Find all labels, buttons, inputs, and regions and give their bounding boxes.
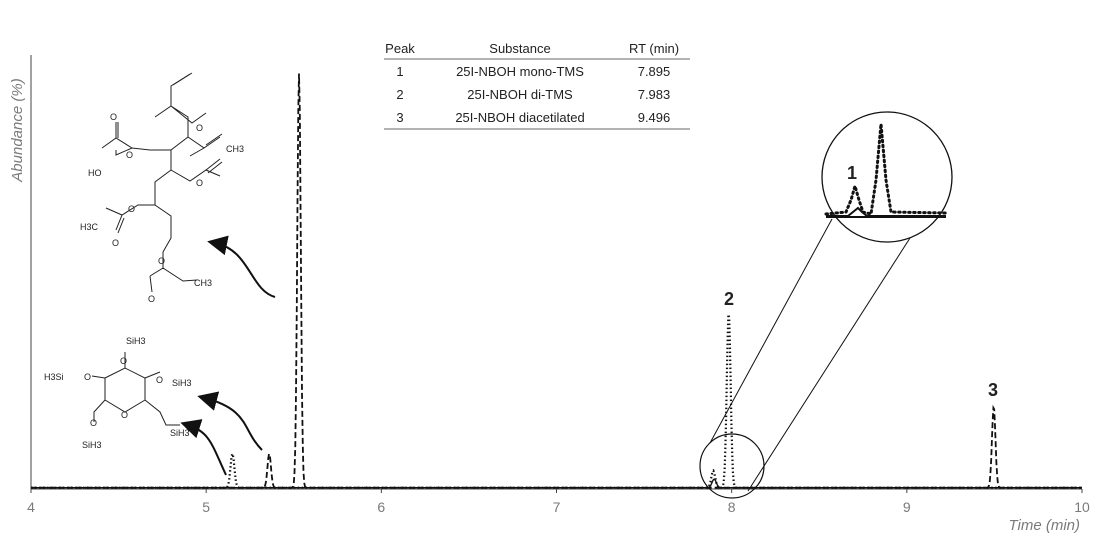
table-row-3-peak: 3 bbox=[396, 110, 403, 125]
zoom-callout-line-lower bbox=[747, 237, 911, 492]
acetylated-atom-labels: HO O O O CH3 O O H3C O O CH3 O bbox=[80, 112, 244, 304]
silyl-label-o-ring: O bbox=[121, 410, 128, 420]
acetylated-carboxyl bbox=[101, 122, 133, 149]
inset-dotted-peaks bbox=[824, 123, 948, 216]
arrow-silyl-upper bbox=[197, 391, 263, 451]
x-tick-label: 7 bbox=[553, 499, 561, 515]
acetyl-label-o6: O bbox=[112, 238, 119, 248]
acetylated-bonds bbox=[105, 72, 223, 293]
acetyl-label-o1: O bbox=[126, 150, 133, 160]
table-header-rt: RT (min) bbox=[629, 41, 679, 56]
table-row-1-rt: 7.895 bbox=[638, 64, 671, 79]
acetyl-label-ho: HO bbox=[88, 168, 102, 178]
zoom-inset-content bbox=[824, 123, 948, 218]
silyl-label-sih3-chain: SiH3 bbox=[170, 428, 190, 438]
silyl-label-h3si: H3Si bbox=[44, 372, 64, 382]
table-row-3-substance: 25I-NBOH diacetilated bbox=[455, 110, 584, 125]
x-tick-label: 10 bbox=[1074, 499, 1090, 515]
acetyl-label-o7: O bbox=[158, 256, 165, 266]
series-group bbox=[31, 73, 1082, 489]
silyl-label-o-bottom: O bbox=[90, 418, 97, 428]
peak-label-1: 1 bbox=[847, 163, 857, 183]
arrow-silyl-lower bbox=[180, 419, 227, 476]
acetyl-label-ch3-1: CH3 bbox=[226, 144, 244, 154]
inset-solid-peak bbox=[826, 206, 946, 217]
silyl-ring-bonds bbox=[91, 352, 180, 426]
table-row-1-peak: 1 bbox=[396, 64, 403, 79]
x-tick-group: 4 5 6 7 8 9 10 bbox=[27, 489, 1090, 515]
x-tick-label: 5 bbox=[202, 499, 210, 515]
x-tick-label: 4 bbox=[27, 499, 35, 515]
table-row-3-rt: 9.496 bbox=[638, 110, 671, 125]
arrow-acetylated bbox=[207, 235, 276, 298]
table-row-2-rt: 7.983 bbox=[638, 87, 671, 102]
table-row-2-substance: 25I-NBOH di-TMS bbox=[467, 87, 573, 102]
x-tick-label: 9 bbox=[903, 499, 911, 515]
zoom-callout-line-upper bbox=[709, 218, 833, 444]
acetylated-molecule-structure bbox=[101, 72, 223, 293]
acetyl-label-ch3-2: CH3 bbox=[194, 278, 212, 288]
series-line-dotted bbox=[31, 314, 1082, 489]
acetyl-label-o5: O bbox=[128, 204, 135, 214]
silyl-atom-labels: SiH3 H3Si O O SiH3 O O SiH3 O SiH3 bbox=[44, 336, 192, 450]
x-tick-label: 6 bbox=[377, 499, 385, 515]
peak-label-2: 2 bbox=[724, 289, 734, 309]
y-axis-label: Abundance (%) bbox=[9, 78, 26, 182]
acetyl-label-o2: O bbox=[110, 112, 117, 122]
peak-label-3: 3 bbox=[988, 380, 998, 400]
silyl-label-sih3-top: SiH3 bbox=[126, 336, 146, 346]
x-axis-label: Time (min) bbox=[1008, 517, 1080, 534]
acetyl-label-o3: O bbox=[196, 123, 203, 133]
silyl-molecule-structure bbox=[91, 352, 180, 426]
acetyl-label-h3c: H3C bbox=[80, 222, 99, 232]
silyl-label-o-top: O bbox=[120, 356, 127, 366]
silyl-label-sih3-bottom: SiH3 bbox=[82, 440, 102, 450]
silyl-label-sih3-right: SiH3 bbox=[172, 378, 192, 388]
acetyl-label-o8: O bbox=[148, 294, 155, 304]
acetyl-label-o4: O bbox=[196, 178, 203, 188]
table-row-1-substance: 25I-NBOH mono-TMS bbox=[456, 64, 584, 79]
silyl-label-o-right: O bbox=[156, 375, 163, 385]
silyl-label-o-left: O bbox=[84, 372, 91, 382]
table-row-2-peak: 2 bbox=[396, 87, 403, 102]
peak-table: Peak Substance RT (min) 1 25I-NBOH mono-… bbox=[384, 41, 690, 130]
table-header-peak: Peak bbox=[385, 41, 415, 56]
table-header-substance: Substance bbox=[489, 41, 550, 56]
series-line-solid bbox=[31, 478, 1082, 489]
x-tick-label: 8 bbox=[728, 499, 736, 515]
